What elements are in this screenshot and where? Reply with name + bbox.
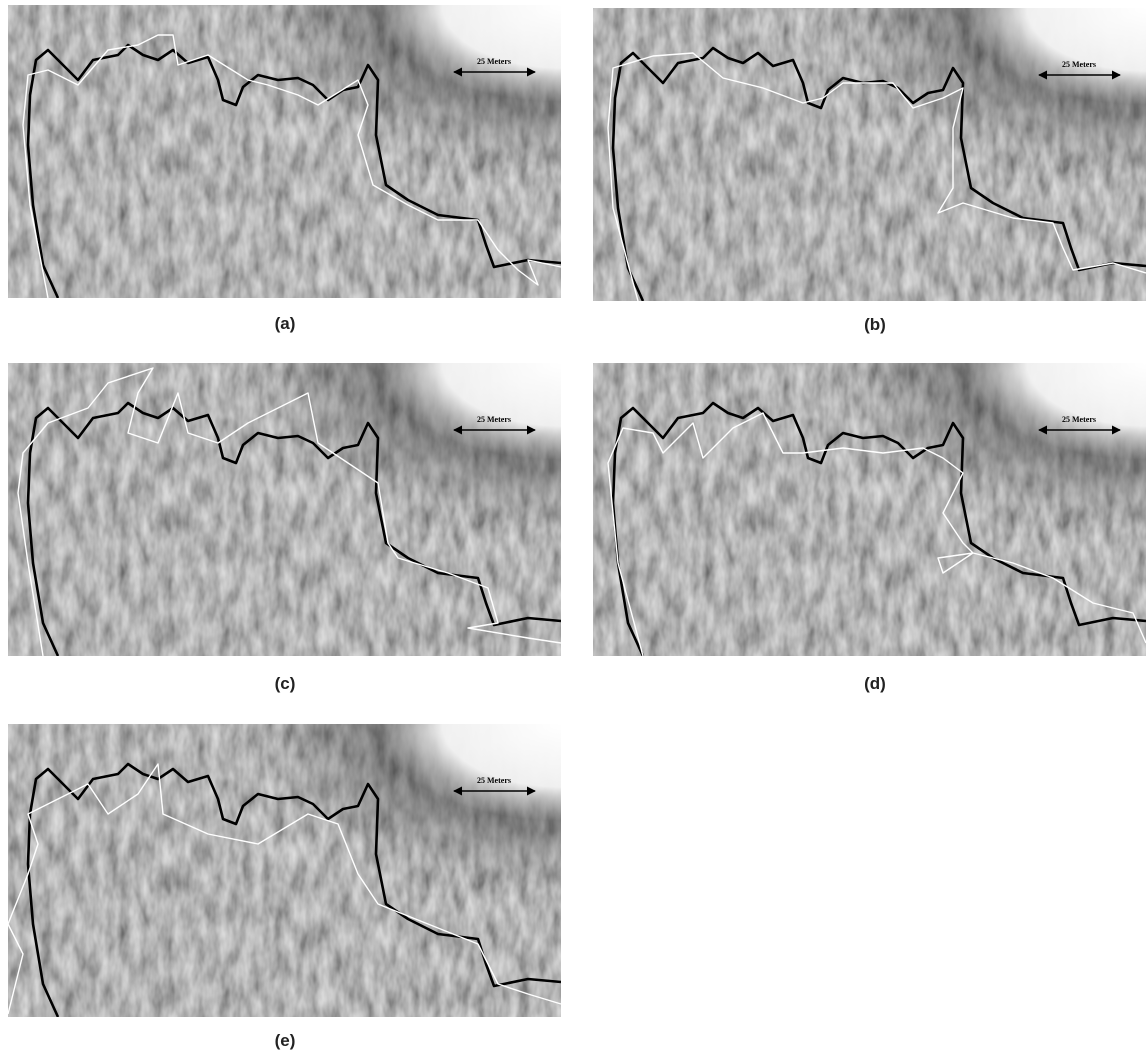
scale-label: 25 Meters [477,415,511,424]
scale-label: 25 Meters [1062,415,1096,424]
panel-b: 25 Meters [593,8,1146,302]
panel-label: (d) [864,674,886,693]
panel-a: 25 Meters [8,5,562,299]
scale-label: 25 Meters [1062,60,1096,69]
panel-e: 25 Meters [7,724,562,1017]
scale-label: 25 Meters [477,57,511,66]
panel-label: (b) [864,315,886,334]
panel-label: (e) [275,1031,296,1050]
panel-label: (a) [275,314,296,333]
scale-label: 25 Meters [477,776,511,785]
panel-c: 25 Meters [8,363,562,657]
panel-label: (c) [275,674,296,693]
panel-d: 25 Meters [593,363,1146,657]
